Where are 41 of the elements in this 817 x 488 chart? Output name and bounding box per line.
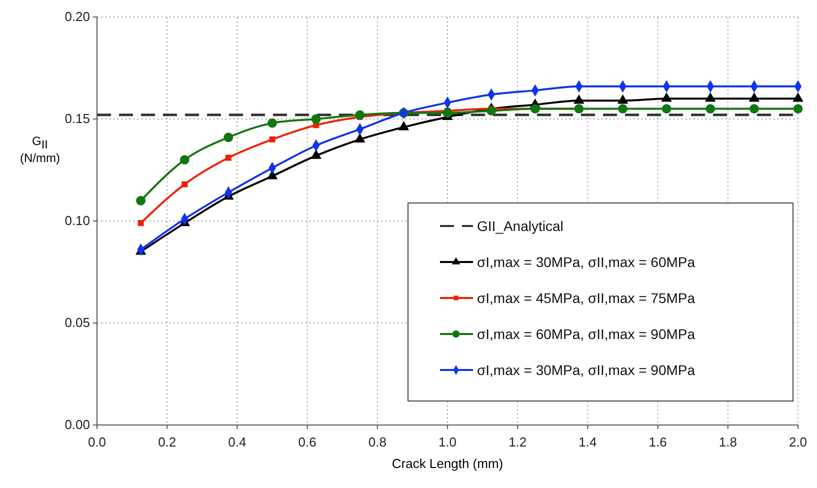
point bbox=[224, 132, 234, 142]
point bbox=[311, 114, 321, 124]
y-tick-label: 0.15 bbox=[64, 111, 90, 126]
x-tick-label: 0.4 bbox=[228, 434, 246, 450]
legend-label: GII_Analytical bbox=[477, 218, 564, 234]
point bbox=[398, 120, 410, 130]
legend-label: σI,max = 45MPa, σII,max = 75MPa bbox=[477, 290, 696, 306]
point bbox=[310, 150, 322, 159]
point bbox=[618, 104, 628, 114]
legend-label: σI,max = 60MPa, σII,max = 90MPa bbox=[477, 326, 696, 342]
x-tick-label: 0.2 bbox=[158, 434, 176, 450]
point bbox=[354, 133, 366, 142]
point bbox=[136, 196, 146, 206]
x-tick-label: 0.6 bbox=[298, 434, 316, 450]
point bbox=[180, 155, 190, 165]
x-tick-label: 1.6 bbox=[648, 434, 667, 450]
point bbox=[749, 104, 759, 114]
y-tick-label: 0.00 bbox=[64, 417, 90, 432]
x-tick-label: 1.0 bbox=[438, 434, 457, 450]
point bbox=[706, 104, 716, 114]
point bbox=[486, 106, 496, 116]
point bbox=[182, 181, 188, 188]
x-tick-label: 0.0 bbox=[88, 434, 106, 450]
y-tick-label: 0.10 bbox=[64, 213, 90, 228]
y-tick-label: 0.20 bbox=[64, 9, 90, 24]
x-tick-label: 1.4 bbox=[578, 434, 597, 450]
point bbox=[138, 220, 144, 226]
y-tick-label: 0.05 bbox=[64, 315, 90, 330]
x-tick-label: 0.8 bbox=[368, 434, 386, 450]
point bbox=[662, 104, 672, 114]
x-tick-label: 2.0 bbox=[788, 434, 808, 450]
legend-label: σI,max = 30MPa, σII,max = 90MPa bbox=[477, 362, 696, 378]
legend-label: σI,max = 30MPa, σII,max = 60MPa bbox=[477, 254, 696, 270]
x-axis-title: Crack Length (mm) bbox=[392, 456, 504, 471]
x-tick-label: 1.8 bbox=[718, 434, 737, 450]
x-tick-label: 1.2 bbox=[508, 434, 527, 450]
point bbox=[269, 136, 276, 142]
point bbox=[268, 118, 277, 128]
point bbox=[442, 108, 452, 118]
point bbox=[793, 104, 803, 114]
point bbox=[225, 154, 232, 161]
